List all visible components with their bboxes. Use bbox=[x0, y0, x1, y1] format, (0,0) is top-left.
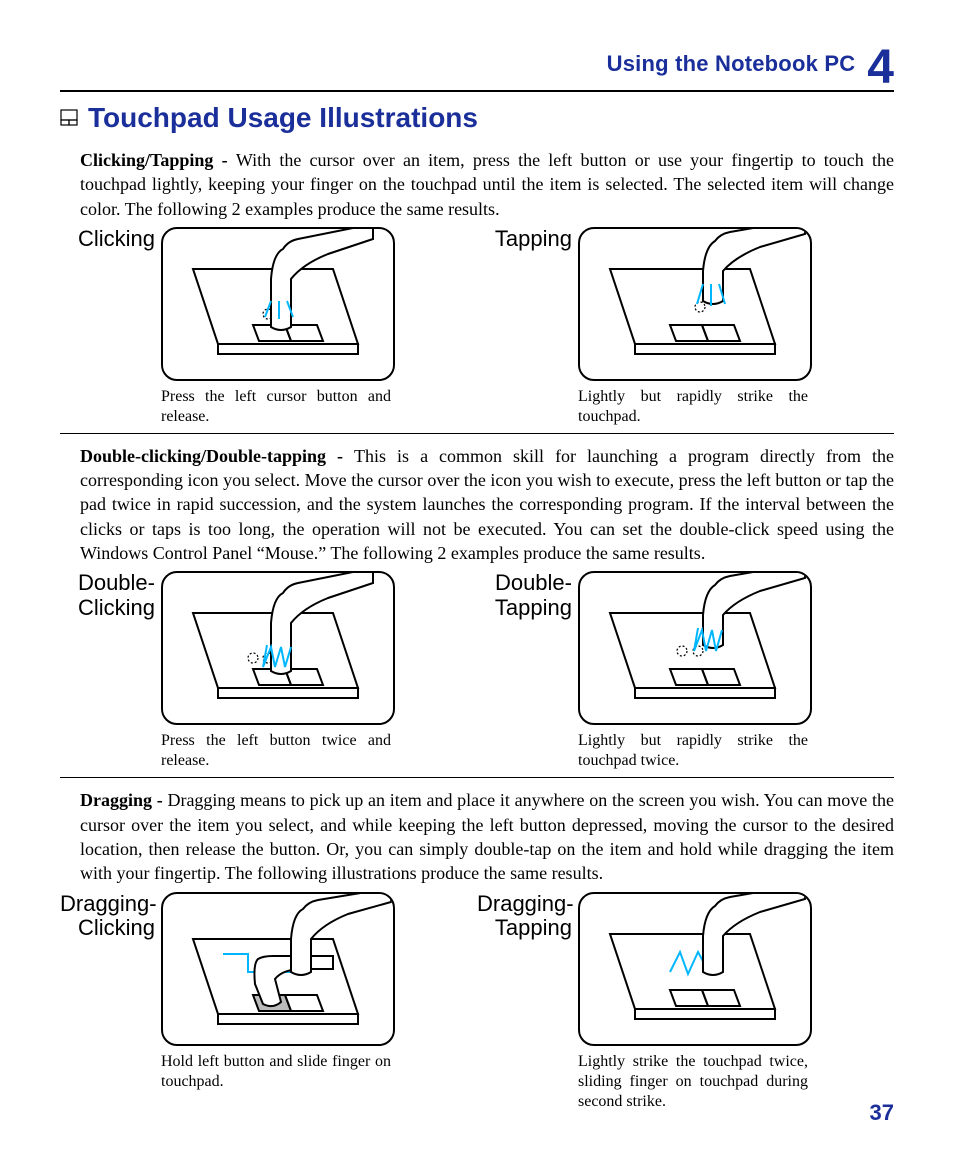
divider-1 bbox=[60, 433, 894, 434]
illus-dragging-tapping-image bbox=[578, 892, 812, 1046]
paragraph-double-bold: Double-clicking/Double-tapping - bbox=[80, 446, 354, 466]
illus-double-clicking-caption: Press the left button twice and release. bbox=[161, 731, 391, 771]
illus-dragging-clicking-label: Dragging- Clicking bbox=[60, 892, 161, 940]
illustration-row-1: Clicking bbox=[60, 227, 894, 427]
illus-double-tapping-image bbox=[578, 571, 812, 725]
illus-dragging-clicking: Dragging- Clicking bbox=[60, 892, 477, 1112]
illustration-row-3: Dragging- Clicking bbox=[60, 892, 894, 1112]
illus-double-clicking-label: Double- Clicking bbox=[60, 571, 161, 619]
page-number: 37 bbox=[870, 1100, 894, 1126]
illus-double-tapping: Double- Tapping Lightly bu bbox=[477, 571, 894, 771]
illus-double-clicking-image bbox=[161, 571, 395, 725]
illus-clicking-image bbox=[161, 227, 395, 381]
illus-tapping-label: Tapping bbox=[477, 227, 578, 251]
illus-tapping-image bbox=[578, 227, 812, 381]
illus-double-tapping-caption: Lightly but rapidly strike the touchpad … bbox=[578, 731, 808, 771]
paragraph-dragging-text: Dragging means to pick up an item and pl… bbox=[80, 790, 894, 883]
illus-double-clicking: Double- Clicking Press the bbox=[60, 571, 477, 771]
illus-clicking: Clicking bbox=[60, 227, 477, 427]
divider-2 bbox=[60, 777, 894, 778]
paragraph-clicking: Clicking/Tapping - With the cursor over … bbox=[60, 148, 894, 221]
section-title-row: Touchpad Usage Illustrations bbox=[60, 102, 894, 134]
illus-clicking-label: Clicking bbox=[60, 227, 161, 251]
chapter-header-text: Using the Notebook PC bbox=[607, 51, 856, 77]
illus-dragging-tapping-caption: Lightly strike the touchpad twice, slidi… bbox=[578, 1052, 808, 1112]
illustration-row-2: Double- Clicking Press the bbox=[60, 571, 894, 771]
chapter-number: 4 bbox=[867, 44, 894, 92]
illus-dragging-clicking-caption: Hold left button and slide finger on tou… bbox=[161, 1052, 391, 1092]
section-title: Touchpad Usage Illustrations bbox=[88, 102, 478, 134]
illus-tapping-caption: Lightly but rapidly strike the touchpad. bbox=[578, 387, 808, 427]
illus-dragging-tapping-label: Dragging- Tapping bbox=[477, 892, 578, 940]
paragraph-dragging-bold: Dragging - bbox=[80, 790, 167, 810]
illus-double-tapping-label: Double- Tapping bbox=[477, 571, 578, 619]
paragraph-clicking-bold: Clicking/Tapping - bbox=[80, 150, 236, 170]
chapter-header: Using the Notebook PC 4 bbox=[60, 40, 894, 92]
paragraph-double: Double-clicking/Double-tapping - This is… bbox=[60, 444, 894, 565]
paragraph-dragging: Dragging - Dragging means to pick up an … bbox=[60, 788, 894, 885]
page: Using the Notebook PC 4 Touchpad Usage I… bbox=[0, 0, 954, 1146]
illus-dragging-clicking-image bbox=[161, 892, 395, 1046]
illus-tapping: Tapping Lightly but rapidly bbox=[477, 227, 894, 427]
illus-dragging-tapping: Dragging- Tapping Lightly strike the to bbox=[477, 892, 894, 1112]
touchpad-icon bbox=[60, 109, 78, 127]
illus-clicking-caption: Press the left cursor button and release… bbox=[161, 387, 391, 427]
